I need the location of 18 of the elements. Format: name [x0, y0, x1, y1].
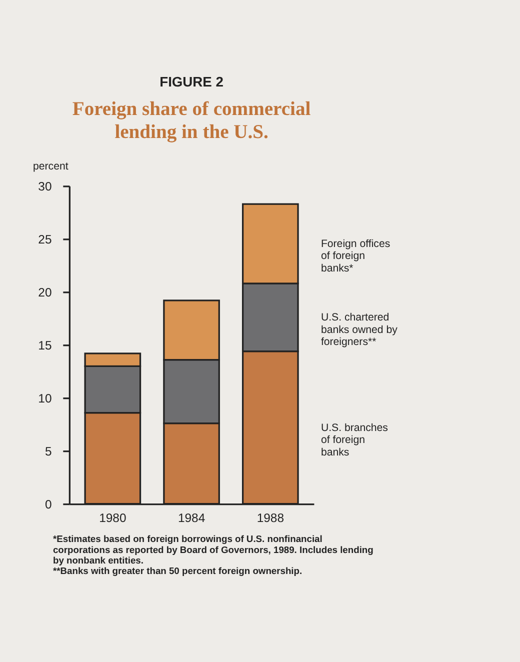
text: *Estimates based on foreign borrowings of U.S. nonfinancial corporations as reported by Board of Governors, 1989. Includes lending by nonbank entities.: [52, 534, 374, 566]
x-tick-label: 1980: [99, 511, 126, 526]
y-tick-label: 20: [38, 285, 52, 300]
y-tick-label: 0: [44, 497, 52, 512]
text: **Banks with greater than 50 percent foreign ownership.: [52, 566, 302, 576]
y-axis-title: percent: [33, 160, 68, 172]
text: U.S. branches of foreign banks: [320, 422, 388, 458]
caption: FIGURE 2: [160, 74, 224, 90]
y-tick-label: 5: [44, 444, 52, 458]
y-tick-label: 25: [38, 232, 52, 246]
y-tick-label: 10: [38, 391, 52, 406]
x-tick-label: 1988: [256, 511, 284, 526]
y-tick-label: 15: [38, 338, 52, 352]
text: Foreign offices of foreign banks*: [320, 238, 390, 274]
chart-title: Foreign share of commercial lending in the U.S.: [72, 99, 312, 143]
text: U.S. chartered banks owned by foreigners**: [320, 312, 398, 348]
x-tick-label: 1984: [178, 511, 206, 526]
y-tick-label: 30: [38, 179, 52, 194]
